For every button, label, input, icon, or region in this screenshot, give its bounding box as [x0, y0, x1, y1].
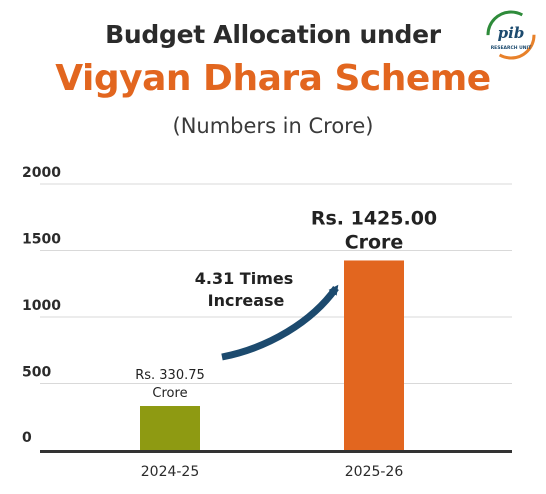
bar-chart: 0 500 1000 1500 2000 2024-25 Rs. 330.75 Crore 2… — [22, 165, 512, 480]
logo-inner — [492, 16, 530, 54]
y-tick-label: 2000 — [22, 165, 61, 181]
logo-ring-green — [486, 10, 536, 60]
bar-2024-25 — [140, 406, 200, 450]
x-tick-label: 2024-25 — [141, 464, 200, 480]
x-tick-label: 2025-26 — [345, 464, 404, 480]
chart-subtitle: (Numbers in Crore) — [172, 114, 374, 138]
data-label-line1: Rs. 1425.00 — [311, 207, 437, 229]
data-label-line2: Crore — [152, 386, 187, 401]
y-tick-label: 1500 — [22, 232, 61, 248]
y-tick-label: 500 — [22, 365, 51, 381]
logo-text: pib — [498, 24, 525, 42]
chart-title-line1: Budget Allocation under — [105, 20, 441, 49]
y-tick-label: 1000 — [22, 298, 61, 314]
logo-ring-orange — [486, 10, 536, 60]
data-label-line1: Rs. 330.75 — [135, 368, 205, 383]
annotation-line1: 4.31 Times — [195, 269, 294, 288]
annotation-line2: Increase — [208, 291, 285, 310]
logo-ring-text: RESEARCH UNIT — [491, 45, 533, 51]
y-tick-label: 0 — [22, 430, 32, 446]
chart-title-line2: Vigyan Dhara Scheme — [55, 58, 491, 99]
increase-arrow-icon — [221, 284, 339, 361]
pib-logo-icon: pib RESEARCH UNIT — [486, 10, 536, 60]
bar-2025-26 — [344, 260, 404, 450]
data-label-line2: Crore — [345, 231, 404, 253]
